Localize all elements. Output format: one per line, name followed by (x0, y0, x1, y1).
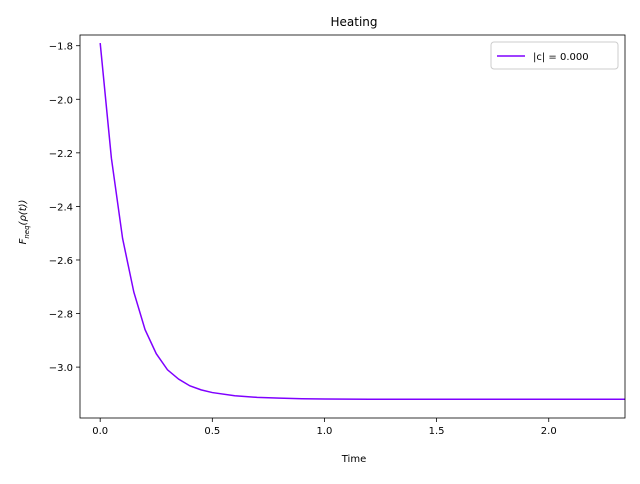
y-tick-label: −2.0 (49, 95, 73, 106)
y-tick-label: −2.8 (49, 310, 73, 321)
y-axis-label: Fneq(ρ(t)) (18, 200, 31, 245)
y-tick-label: −2.4 (49, 202, 73, 213)
axes-frame (79, 34, 626, 419)
y-tick-label: −2.2 (49, 149, 73, 160)
y-tick-label: −3.0 (49, 363, 73, 374)
y-tick-label: −2.6 (49, 256, 73, 267)
y-axis-ticks: −1.8 −2.0 −2.2 −2.4 −2.6 −2.8 −3.0 (49, 42, 80, 374)
y-axis-label-suffix: (ρ(t)) (18, 200, 29, 226)
legend: |c| = 0.000 (490, 41, 619, 70)
x-axis-label: Time (341, 454, 366, 465)
x-tick-label: 2.0 (541, 426, 557, 437)
y-tick-label: −1.8 (49, 42, 73, 53)
series-line-0 (99, 42, 625, 400)
x-tick-label: 0.5 (204, 426, 220, 437)
y-axis-label-base: F (18, 238, 29, 244)
plot-area (79, 34, 626, 419)
legend-box (490, 41, 619, 70)
x-axis-ticks: 0.0 0.5 1.0 1.5 2.0 (92, 418, 557, 437)
x-tick-label: 1.5 (429, 426, 445, 437)
chart-title: Heating (330, 15, 377, 29)
y-axis-label-subscript: neq (23, 225, 31, 239)
legend-entry-label: |c| = 0.000 (533, 52, 589, 63)
x-tick-label: 0.0 (92, 426, 108, 437)
x-tick-label: 1.0 (317, 426, 333, 437)
